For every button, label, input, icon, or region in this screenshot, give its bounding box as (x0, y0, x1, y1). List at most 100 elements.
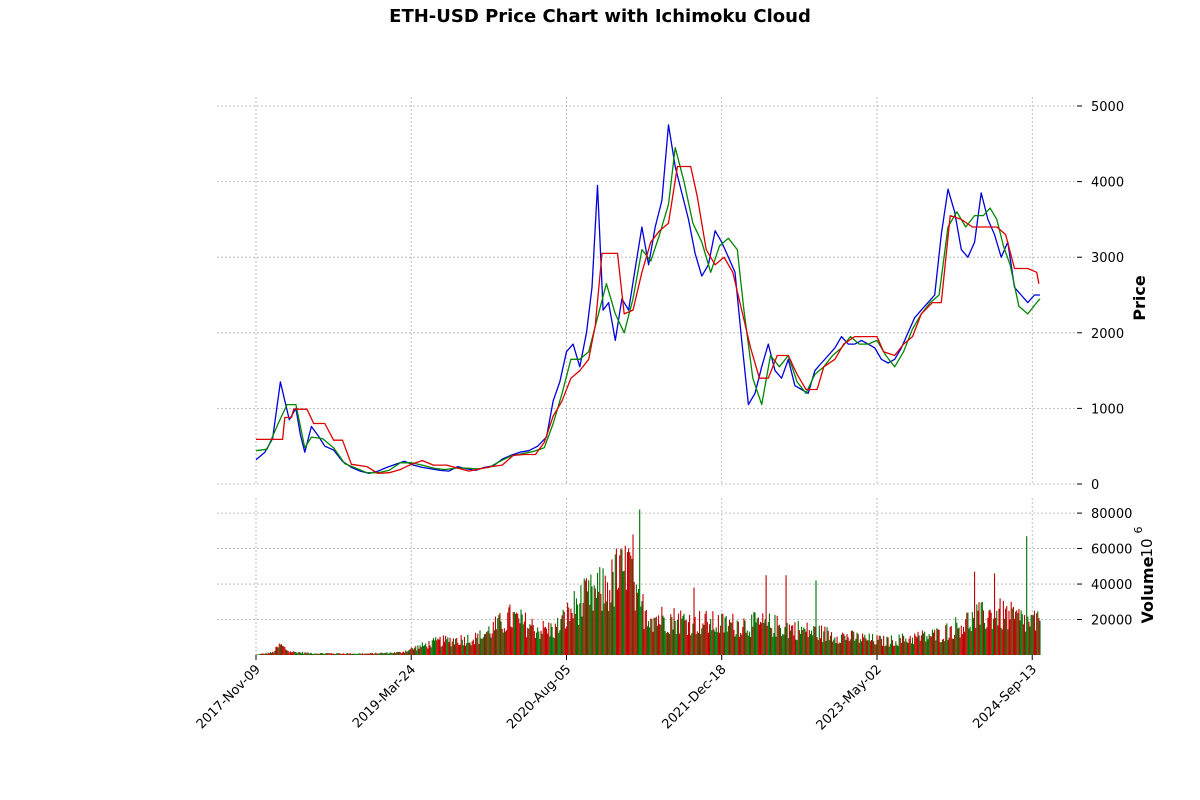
volume-tick-label: 20000 (1091, 614, 1132, 629)
volume-bar (460, 635, 462, 655)
volume-bar (876, 635, 878, 655)
volume-bar (534, 638, 536, 655)
volume-bar (917, 631, 919, 655)
volume-bar (369, 653, 371, 655)
volume-bar (710, 619, 712, 655)
volume-bar (1013, 618, 1016, 655)
volume-bar (854, 640, 856, 655)
volume-bar (477, 633, 479, 655)
volume-bar (540, 630, 542, 655)
volume-bar (817, 640, 819, 655)
volume-bar (258, 654, 260, 655)
volume-bar (524, 612, 527, 655)
volume-bar (939, 642, 941, 655)
volume-bar (761, 622, 763, 655)
volume-bar (381, 652, 383, 655)
volume-bar (294, 652, 296, 655)
volume-bar (707, 632, 709, 655)
volume-bar (993, 573, 996, 655)
volume-tick-label: 80000 (1091, 507, 1132, 522)
volume-bar (642, 594, 644, 655)
volume-bar (582, 602, 584, 655)
volume-bar (598, 591, 600, 655)
volume-bar (820, 625, 823, 655)
volume-bar (776, 615, 778, 655)
volume-bar (995, 617, 997, 655)
volume-bar (513, 612, 515, 655)
volume-bar (928, 634, 930, 655)
volume-bar (396, 652, 398, 655)
volume-bar (501, 628, 503, 655)
volume-bar (812, 635, 814, 655)
volume-bar (793, 635, 795, 655)
volume-tick-label: 60000 (1091, 543, 1132, 558)
volume-bar (572, 618, 574, 655)
volume-bar (899, 638, 901, 655)
volume-bar (885, 645, 887, 655)
volume-bar (992, 618, 994, 655)
volume-bar (843, 633, 845, 655)
volume-bar (293, 651, 295, 655)
volume-bar (541, 633, 543, 655)
volume-bar (966, 612, 968, 655)
volume-bar (267, 652, 269, 655)
volume-bar (428, 641, 430, 655)
volume-bar (287, 651, 289, 655)
volume-bar (344, 654, 346, 655)
volume-bar (313, 653, 315, 655)
volume-bar (795, 639, 797, 655)
volume-bar (848, 641, 850, 655)
volume-bar (853, 631, 855, 655)
volume-bar (834, 637, 836, 655)
volume-bar (543, 627, 545, 655)
volume-bar (681, 618, 683, 655)
volume-bar (426, 646, 428, 655)
volume-bar (550, 623, 552, 655)
volume-bar (479, 630, 481, 655)
volume-bar (498, 614, 500, 655)
volume-bar (487, 630, 489, 655)
volume-bar (361, 653, 364, 655)
volume-bar (549, 636, 551, 655)
volume-bar (491, 633, 493, 655)
volume-bar (326, 653, 328, 655)
volume-bar (900, 642, 902, 655)
volume-bar (439, 636, 441, 655)
volume-bar (686, 635, 688, 655)
volume-bar (564, 628, 566, 655)
volume-bar (412, 649, 415, 655)
volume-bar (476, 637, 478, 655)
volume-bar (976, 604, 978, 655)
volume-bar (785, 575, 787, 655)
volume-bar (704, 613, 706, 655)
volume-bar (414, 647, 416, 655)
volume-bar (733, 629, 735, 655)
volume-bar (415, 646, 417, 655)
volume-bar (436, 640, 438, 655)
volume-bar (877, 639, 879, 655)
volume-bar (748, 631, 751, 655)
volume-bar (482, 637, 484, 655)
volume-bar (695, 634, 697, 655)
volume-bar (372, 654, 375, 655)
volume-bar (390, 652, 392, 655)
volume-bar (292, 652, 294, 655)
volume-bar (865, 638, 867, 655)
volume-bar (741, 634, 743, 655)
volume-bar (680, 610, 682, 655)
volume-bar (257, 654, 259, 655)
volume-bar (351, 653, 354, 655)
volume-bar (1003, 618, 1006, 655)
volume-bar (315, 653, 317, 655)
volume-bar (1023, 615, 1026, 655)
volume-bar (377, 653, 379, 655)
volume-bar (317, 653, 319, 655)
volume-bar (746, 630, 748, 655)
volume-bar (818, 625, 820, 655)
volume-bar (756, 618, 758, 655)
volume-bar (455, 638, 457, 655)
volume-bar (665, 633, 667, 655)
volume-bar (399, 651, 401, 655)
volume-bar (875, 644, 877, 655)
volume-bar (517, 613, 519, 655)
